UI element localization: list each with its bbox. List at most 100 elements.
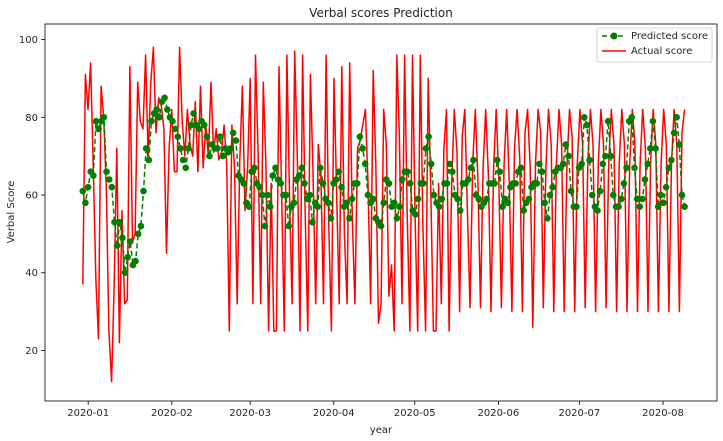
predicted-score-point	[179, 156, 187, 164]
predicted-score-point	[121, 269, 129, 277]
predicted-score-point	[475, 195, 483, 203]
predicted-score-point	[464, 176, 472, 183]
predicted-score-point	[164, 106, 171, 113]
x-tick-label: 2020-07	[558, 408, 600, 419]
predicted-score-point	[398, 176, 406, 183]
predicted-score-point	[594, 207, 601, 214]
predicted-score-point	[517, 164, 525, 172]
predicted-score-point	[229, 129, 237, 137]
predicted-score-point	[491, 180, 498, 187]
legend-frame	[596, 27, 713, 63]
actual-score-line	[82, 46, 686, 383]
predicted-score-point	[438, 195, 446, 203]
predicted-score-point	[256, 183, 263, 191]
predicted-score-point	[467, 164, 475, 172]
predicted-score-point	[633, 195, 641, 203]
legend-actual-label: Actual score	[631, 46, 692, 57]
predicted-score-point	[583, 121, 591, 129]
predicted-score-point	[443, 180, 451, 187]
predicted-score-point	[676, 141, 683, 148]
predicted-score-point	[657, 191, 665, 199]
predicted-score-point	[644, 160, 651, 168]
predicted-score-point	[132, 257, 139, 265]
chart-title: Verbal scores Prediction	[309, 6, 453, 20]
predicted-score-point	[332, 176, 340, 183]
predicted-score-point	[499, 203, 506, 210]
x-axis-label: year	[370, 425, 393, 436]
predicted-score-point	[660, 199, 667, 207]
predicted-score-point	[610, 191, 617, 199]
predicted-score-point	[119, 234, 126, 242]
predicted-score-point	[385, 180, 393, 187]
x-tick-label: 2020-04	[313, 408, 355, 419]
predicted-score-point	[359, 145, 366, 152]
predicted-score-point	[182, 164, 189, 172]
predicted-score-point	[578, 160, 585, 168]
predicted-score-point	[525, 195, 533, 203]
predicted-score-point	[285, 222, 293, 230]
predicted-score-point	[92, 117, 100, 125]
predicted-score-point	[449, 168, 456, 175]
predicted-score-point	[623, 164, 630, 172]
y-tick-label: 60	[25, 191, 38, 202]
predicted-score-point	[219, 152, 226, 160]
predicted-score-point	[404, 168, 411, 175]
predicted-score-point	[343, 199, 351, 207]
predicted-score-point	[169, 117, 176, 125]
predicted-score-point	[586, 156, 593, 164]
predicted-score-point	[565, 152, 572, 160]
predicted-score-point	[206, 152, 213, 160]
predicted-score-point	[567, 187, 575, 195]
predicted-score-point	[456, 207, 464, 214]
legend-predicted-label: Predicted score	[631, 31, 708, 42]
predicted-score-point	[245, 203, 253, 210]
predicted-score-point	[631, 164, 638, 172]
predicted-score-point	[185, 145, 192, 152]
predicted-score-point	[156, 114, 163, 121]
predicted-score-point	[562, 141, 570, 148]
predicted-score-point	[124, 253, 131, 261]
predicted-score-point	[295, 172, 303, 179]
predicted-score-point	[317, 164, 324, 172]
predicted-score-point	[346, 215, 353, 222]
predicted-score-point	[588, 191, 596, 199]
predicted-score-point	[214, 145, 221, 152]
predicted-score-point	[240, 180, 248, 187]
predicted-score-point	[145, 156, 153, 164]
predicted-score-point	[533, 180, 541, 187]
predicted-score-point	[454, 195, 461, 203]
predicted-score-point	[177, 145, 184, 152]
legend: Predicted score Actual score	[596, 27, 713, 63]
predicted-score-point	[654, 203, 662, 210]
predicted-score-point	[668, 156, 675, 164]
y-tick-label: 20	[25, 346, 38, 357]
predicted-score-point	[354, 180, 361, 187]
predicted-score-point	[266, 203, 274, 210]
legend-predicted-marker	[610, 32, 618, 40]
predicted-score-point	[391, 199, 398, 207]
predicted-score-point	[496, 168, 504, 175]
predicted-score-point	[272, 164, 279, 172]
predicted-score-point	[427, 160, 435, 168]
predicted-score-point	[665, 164, 673, 172]
predicted-score-point	[200, 121, 208, 129]
y-axis: 20 40 60 80 100	[19, 35, 45, 357]
predicted-score-point	[639, 195, 646, 203]
predicted-score-point	[546, 191, 554, 199]
predicted-score-point	[306, 191, 314, 199]
predicted-score-point	[90, 172, 97, 179]
predicted-score-point	[649, 117, 657, 125]
y-tick-label: 100	[19, 35, 38, 46]
predicted-score-point	[319, 180, 327, 187]
predicted-score-point	[420, 180, 427, 187]
predicted-score-point	[599, 160, 607, 168]
predicted-score-point	[538, 168, 546, 175]
predicted-score-point	[251, 164, 258, 172]
predicted-score-point	[105, 176, 113, 183]
predicted-score-point	[615, 203, 622, 210]
predicted-score-point	[470, 156, 477, 164]
predicted-score-point	[412, 211, 419, 218]
y-tick-label: 80	[25, 113, 38, 124]
predicted-score-point	[446, 160, 454, 168]
predicted-score-point	[636, 203, 643, 210]
